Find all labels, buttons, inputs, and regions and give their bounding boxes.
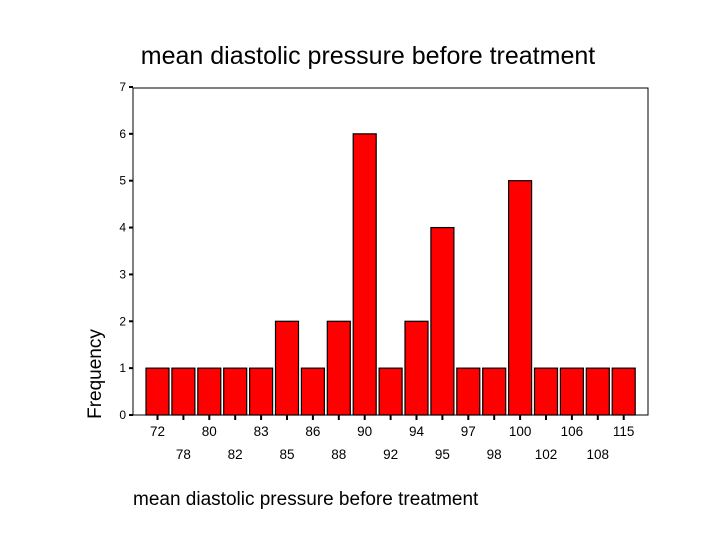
bar-108 xyxy=(585,367,610,416)
bar-106 xyxy=(559,367,585,416)
x-tick-label: 108 xyxy=(587,447,610,462)
y-tick-label: 7 xyxy=(119,80,126,94)
x-tick-label: 72 xyxy=(150,424,165,439)
plot-frame xyxy=(132,87,649,416)
bar-90 xyxy=(352,133,377,416)
y-tick-label: 5 xyxy=(119,174,126,188)
x-tick-label: 80 xyxy=(202,424,217,439)
bar-100 xyxy=(508,180,533,416)
bars-group xyxy=(145,133,636,416)
x-tick-label: 83 xyxy=(254,424,269,439)
bar-80 xyxy=(197,367,222,416)
y-tick-label: 4 xyxy=(119,221,126,235)
bar-82 xyxy=(223,367,248,416)
bar-94 xyxy=(404,320,429,416)
x-tick-label: 98 xyxy=(487,447,502,462)
x-axis: 72 78 80 82 83 85 86 88 90 92 94 95 97 98 100102106108… xyxy=(150,415,634,462)
y-tick-label: 1 xyxy=(119,361,126,375)
y-axis: 0 1 2 3 4 5 6 7 xyxy=(119,80,133,422)
bar-102 xyxy=(533,367,559,416)
x-tick-label: 102 xyxy=(535,447,558,462)
bar-98 xyxy=(482,367,507,416)
x-tick-label: 92 xyxy=(383,447,398,462)
x-tick-label: 90 xyxy=(357,424,372,439)
bar-78 xyxy=(171,367,196,416)
x-tick-label: 106 xyxy=(561,424,584,439)
y-tick-label: 0 xyxy=(119,408,126,422)
x-tick-label: 94 xyxy=(409,424,425,439)
x-tick-label: 95 xyxy=(435,447,450,462)
y-tick-label: 2 xyxy=(119,314,126,328)
x-tick-label: 100 xyxy=(509,424,532,439)
bar-97 xyxy=(456,367,481,416)
bar-88 xyxy=(326,320,351,416)
bar-83 xyxy=(249,367,274,416)
x-tick-label: 115 xyxy=(613,424,635,439)
bar-92 xyxy=(378,367,403,416)
x-tick-label: 88 xyxy=(331,447,346,462)
bar-72 xyxy=(145,367,170,416)
y-axis-label: Frequency xyxy=(85,329,106,419)
bar-95 xyxy=(430,226,455,416)
y-tick-label: 6 xyxy=(119,127,126,141)
y-tick-label: 3 xyxy=(119,267,126,281)
x-tick-label: 86 xyxy=(305,424,320,439)
bar-86 xyxy=(300,367,325,416)
bar-85 xyxy=(274,320,300,416)
x-tick-label: 82 xyxy=(228,447,243,462)
chart-title: mean diastolic pressure before treatment xyxy=(141,42,595,70)
x-axis-label: mean diastolic pressure before treatment xyxy=(133,489,479,510)
x-tick-label: 97 xyxy=(461,424,476,439)
bar-115 xyxy=(611,367,636,416)
x-tick-label: 85 xyxy=(279,447,294,462)
x-tick-label: 78 xyxy=(176,447,191,462)
